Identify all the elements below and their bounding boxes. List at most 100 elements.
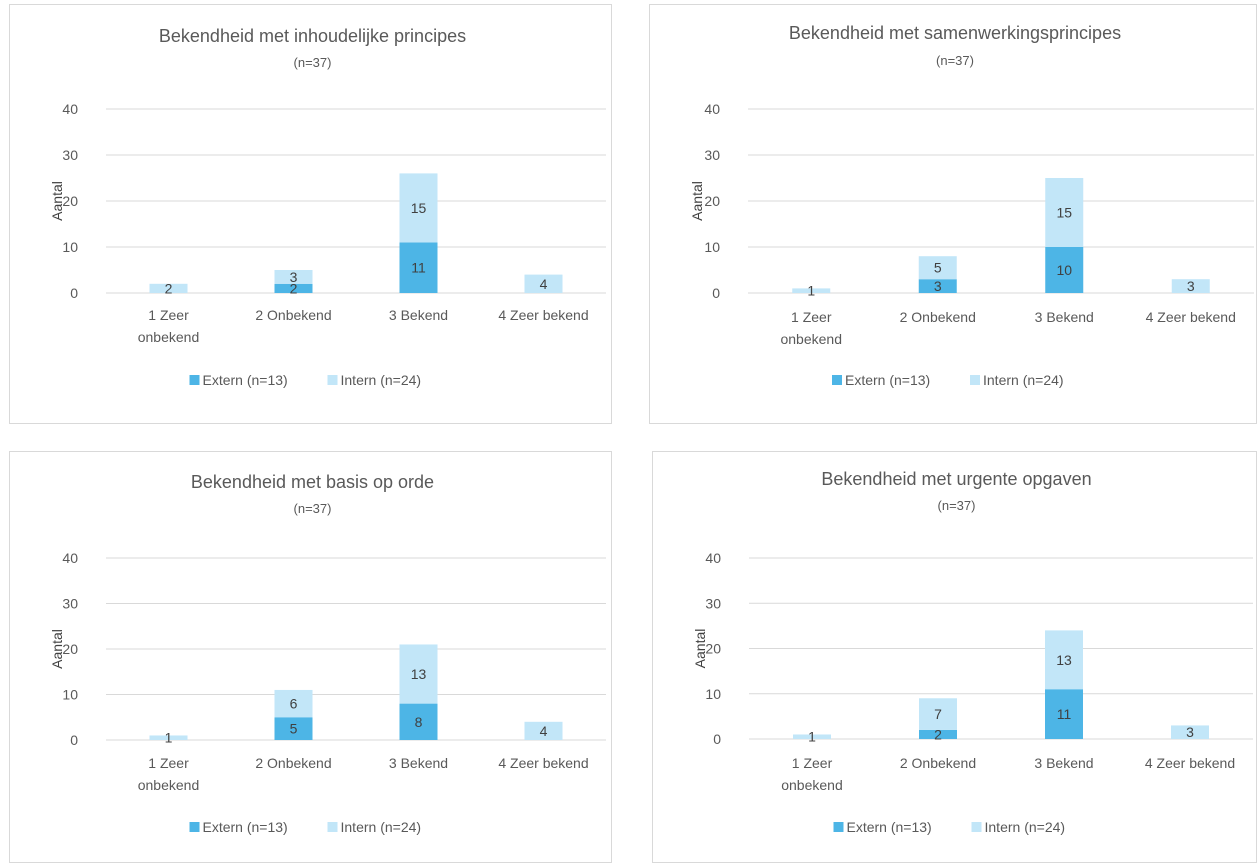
y-tick-label: 10 — [62, 239, 78, 255]
chart-subtitle: (n=37) — [938, 498, 976, 513]
legend-label-intern: Intern (n=24) — [341, 819, 422, 835]
bar-intern — [149, 283, 188, 293]
y-tick-label: 30 — [62, 596, 78, 612]
y-tick-label: 40 — [62, 550, 78, 566]
y-axis-label: Aantal — [692, 629, 708, 669]
data-label: 2 — [934, 726, 942, 742]
chart-title: Bekendheid met inhoudelijke principes — [159, 26, 466, 46]
y-tick-label: 0 — [713, 731, 721, 747]
legend-swatch-intern — [971, 822, 982, 832]
y-tick-label: 10 — [705, 686, 721, 702]
legend-swatch-extern — [832, 375, 842, 385]
chart-svg: Bekendheid met basis op orde (n=37) 0 10 20 3… — [49, 472, 606, 835]
data-label: 1 — [808, 729, 816, 745]
chart-title: Bekendheid met basis op orde — [191, 472, 434, 492]
legend-swatch-extern — [189, 375, 200, 385]
data-label: 13 — [411, 666, 427, 682]
data-label: 1 — [165, 730, 173, 746]
y-tick-label: 20 — [62, 641, 78, 657]
legend-swatch-extern — [833, 822, 844, 832]
chart-panel-basis-op-orde: Bekendheid met basis op orde (n=37) 0 10 20 3… — [9, 451, 612, 863]
bar-extern — [274, 717, 313, 740]
bar-intern — [1171, 725, 1209, 739]
y-tick-label: 20 — [62, 193, 78, 209]
data-label: 11 — [1057, 706, 1072, 722]
data-label: 3 — [1186, 724, 1194, 740]
data-label: 6 — [290, 696, 298, 712]
y-tick-label: 0 — [70, 285, 78, 301]
chart-subtitle: (n=37) — [294, 55, 332, 70]
y-tick-label: 20 — [705, 641, 721, 657]
data-label: 15 — [1056, 205, 1072, 221]
bar-intern — [274, 270, 313, 284]
bar-intern — [524, 721, 563, 740]
x-tick-label: 4 Zeer bekend — [498, 307, 588, 323]
y-tick-label: 40 — [62, 101, 78, 117]
bar-intern — [1045, 178, 1084, 247]
bar-extern — [399, 242, 438, 293]
x-tick-label: 2 Onbekend — [900, 309, 976, 325]
x-tick-label: 1 Zeer — [792, 755, 833, 771]
x-tick-label: 1 Zeer — [791, 309, 832, 325]
y-tick-label: 0 — [712, 285, 720, 301]
data-label: 13 — [1056, 652, 1072, 668]
x-tick-label: onbekend — [138, 777, 200, 793]
bar-intern — [792, 288, 831, 293]
legend-label-intern: Intern (n=24) — [985, 819, 1066, 835]
x-tick-label: 2 Onbekend — [900, 755, 976, 771]
bar-extern — [1045, 247, 1084, 293]
data-label: 2 — [165, 280, 173, 296]
data-label: 2 — [290, 280, 298, 296]
y-tick-label: 20 — [704, 193, 720, 209]
data-label: 10 — [1056, 262, 1072, 278]
bar-extern — [918, 279, 957, 293]
y-axis-label: Aantal — [49, 181, 65, 221]
data-label: 3 — [1187, 278, 1195, 294]
y-tick-label: 10 — [704, 239, 720, 255]
y-tick-label: 30 — [62, 147, 78, 163]
y-tick-label: 0 — [70, 732, 78, 748]
data-label: 4 — [540, 723, 548, 739]
legend-swatch-extern — [189, 822, 200, 832]
y-tick-label: 10 — [62, 687, 78, 703]
y-axis-label: Aantal — [689, 181, 705, 221]
bar-intern — [919, 698, 957, 730]
bar-intern — [524, 274, 563, 293]
x-tick-label: 1 Zeer — [148, 755, 189, 771]
bar-intern — [399, 173, 438, 243]
x-tick-label: 4 Zeer bekend — [1146, 309, 1236, 325]
legend-label-extern: Extern (n=13) — [203, 372, 288, 388]
bar-extern — [919, 729, 957, 739]
chart-panel-urgente-opgaven: Bekendheid met urgente opgaven (n=37) 0 10 2… — [652, 451, 1257, 863]
chart-svg: Bekendheid met inhoudelijke principes (n=… — [49, 26, 606, 388]
bar-intern — [399, 644, 438, 704]
data-label: 3 — [290, 269, 298, 285]
chart-svg: Bekendheid met samenwerkingsprincipes (n=… — [689, 23, 1254, 388]
x-tick-label: 2 Onbekend — [255, 307, 331, 323]
bar-extern — [399, 703, 438, 740]
chart-subtitle: (n=37) — [936, 53, 974, 68]
legend-swatch-intern — [327, 375, 338, 385]
chart-subtitle: (n=37) — [294, 501, 332, 516]
x-tick-label: onbekend — [780, 331, 842, 347]
bar-intern — [1171, 279, 1210, 293]
bar-intern — [1045, 630, 1083, 690]
legend-label-extern: Extern (n=13) — [847, 819, 932, 835]
data-label: 8 — [415, 714, 423, 730]
data-label: 7 — [934, 706, 942, 722]
x-tick-label: 1 Zeer — [148, 307, 189, 323]
data-label: 3 — [934, 278, 942, 294]
y-tick-label: 40 — [705, 550, 721, 566]
data-label: 5 — [290, 721, 298, 737]
x-tick-label: onbekend — [781, 777, 843, 793]
bar-extern — [1045, 689, 1083, 739]
data-label: 15 — [411, 200, 427, 216]
chart-panel-samenwerkingsprincipes: Bekendheid met samenwerkingsprincipes (n=… — [649, 4, 1257, 424]
bar-extern — [274, 283, 313, 293]
x-tick-label: 4 Zeer bekend — [498, 755, 588, 771]
y-axis-label: Aantal — [49, 629, 65, 669]
chart-title: Bekendheid met urgente opgaven — [821, 469, 1091, 489]
data-label: 11 — [411, 260, 426, 276]
chart-svg: Bekendheid met urgente opgaven (n=37) 0 10 2… — [692, 469, 1253, 835]
x-tick-label: 3 Bekend — [1034, 755, 1093, 771]
